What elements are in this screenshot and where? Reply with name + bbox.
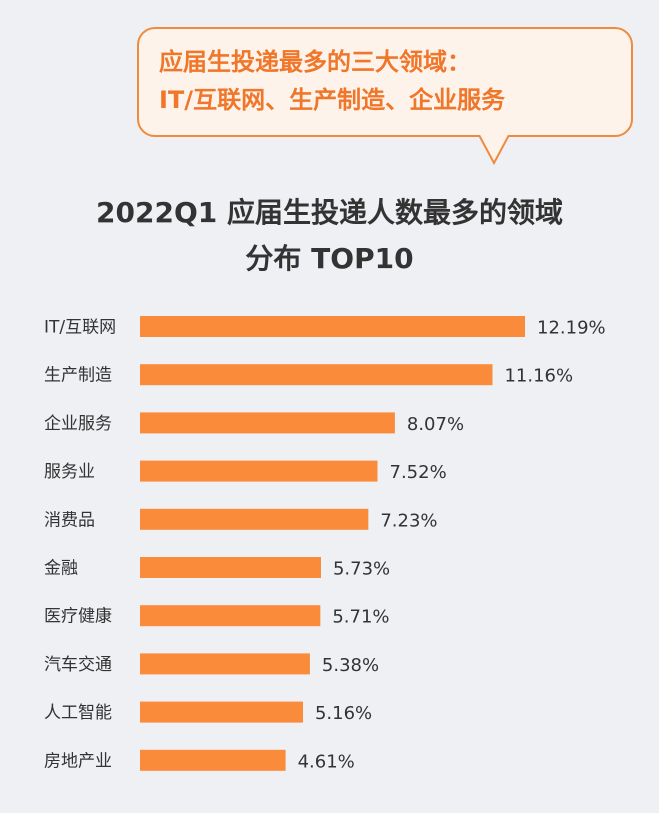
bar <box>140 316 525 337</box>
bar <box>140 460 378 482</box>
bar <box>140 605 321 627</box>
value-label: 4.61% <box>298 751 355 772</box>
bar <box>140 364 493 386</box>
category-label: 服务业 <box>44 462 95 482</box>
value-label: 7.52% <box>390 462 447 483</box>
value-label: 7.23% <box>380 510 437 531</box>
category-label: 金融 <box>44 559 78 579</box>
category-label: IT/互联网 <box>44 318 116 338</box>
bar <box>140 749 286 771</box>
bar <box>140 412 395 434</box>
chart-title: 2022Q1 应届生投递人数最多的领域 分布 TOP10 <box>0 190 659 282</box>
bar <box>140 653 310 675</box>
category-label: 房地产业 <box>44 751 112 771</box>
value-label: 5.16% <box>315 703 372 724</box>
bar <box>140 557 321 578</box>
callout-line-2: IT/互联网、生产制造、企业服务 <box>159 86 506 114</box>
bar <box>140 701 303 723</box>
value-label: 5.71% <box>332 607 389 628</box>
category-label: 汽车交通 <box>44 655 112 675</box>
callout-box: 应届生投递最多的三大领域： IT/互联网、生产制造、企业服务 <box>137 27 633 137</box>
value-label: 5.73% <box>333 559 390 580</box>
chart-title-line-1: 2022Q1 应届生投递人数最多的领域 <box>96 196 563 229</box>
value-label: 5.38% <box>322 655 379 676</box>
chart-title-line-2: 分布 TOP10 <box>245 242 414 275</box>
category-label: 消费品 <box>44 510 95 530</box>
category-label: 企业服务 <box>44 414 112 434</box>
category-label: 生产制造 <box>44 366 112 386</box>
value-label: 11.16% <box>504 366 573 387</box>
value-label: 8.07% <box>407 414 464 435</box>
category-label: 人工智能 <box>44 703 112 723</box>
callout-tail <box>478 135 510 167</box>
category-label: 医疗健康 <box>44 607 112 627</box>
bar <box>140 508 369 530</box>
callout-line-1: 应届生投递最多的三大领域： <box>159 48 471 76</box>
value-label: 12.19% <box>537 318 606 339</box>
